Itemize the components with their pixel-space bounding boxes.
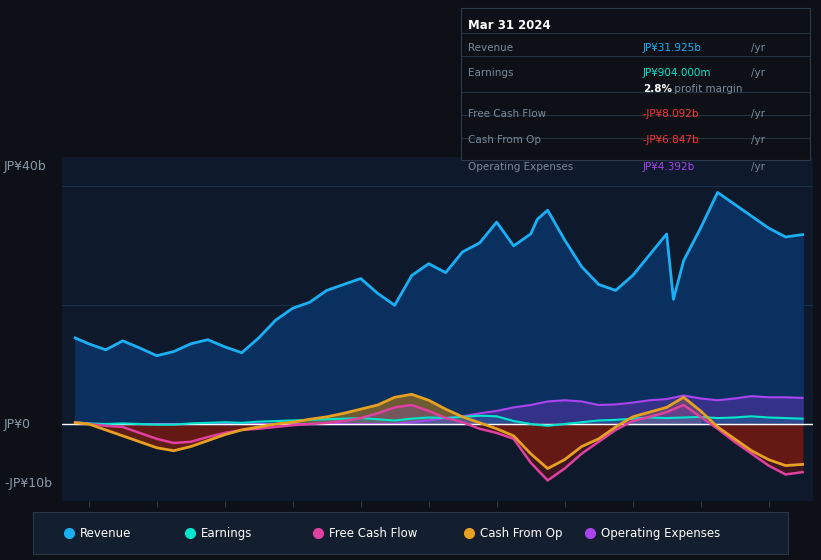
Text: /yr: /yr bbox=[751, 135, 765, 145]
Text: Revenue: Revenue bbox=[80, 527, 131, 540]
Text: JP¥31.925b: JP¥31.925b bbox=[643, 43, 702, 53]
Text: Operating Expenses: Operating Expenses bbox=[469, 162, 574, 172]
Text: /yr: /yr bbox=[751, 68, 765, 78]
Text: /yr: /yr bbox=[751, 109, 765, 119]
Text: JP¥904.000m: JP¥904.000m bbox=[643, 68, 711, 78]
Text: Operating Expenses: Operating Expenses bbox=[601, 527, 720, 540]
Text: JP¥0: JP¥0 bbox=[4, 418, 31, 431]
Text: JP¥4.392b: JP¥4.392b bbox=[643, 162, 695, 172]
Text: /yr: /yr bbox=[751, 162, 765, 172]
Text: Earnings: Earnings bbox=[469, 68, 514, 78]
Text: -JP¥6.847b: -JP¥6.847b bbox=[643, 135, 699, 145]
Text: profit margin: profit margin bbox=[671, 83, 742, 94]
Text: -JP¥10b: -JP¥10b bbox=[4, 477, 52, 490]
Text: 2.8%: 2.8% bbox=[643, 83, 672, 94]
Text: Free Cash Flow: Free Cash Flow bbox=[469, 109, 547, 119]
Text: -JP¥8.092b: -JP¥8.092b bbox=[643, 109, 699, 119]
Text: /yr: /yr bbox=[751, 43, 765, 53]
Text: Cash From Op: Cash From Op bbox=[469, 135, 541, 145]
Text: Mar 31 2024: Mar 31 2024 bbox=[469, 19, 551, 32]
Text: Free Cash Flow: Free Cash Flow bbox=[329, 527, 417, 540]
Text: Earnings: Earnings bbox=[200, 527, 252, 540]
Text: Revenue: Revenue bbox=[469, 43, 513, 53]
Text: JP¥40b: JP¥40b bbox=[4, 160, 47, 172]
Text: Cash From Op: Cash From Op bbox=[480, 527, 562, 540]
